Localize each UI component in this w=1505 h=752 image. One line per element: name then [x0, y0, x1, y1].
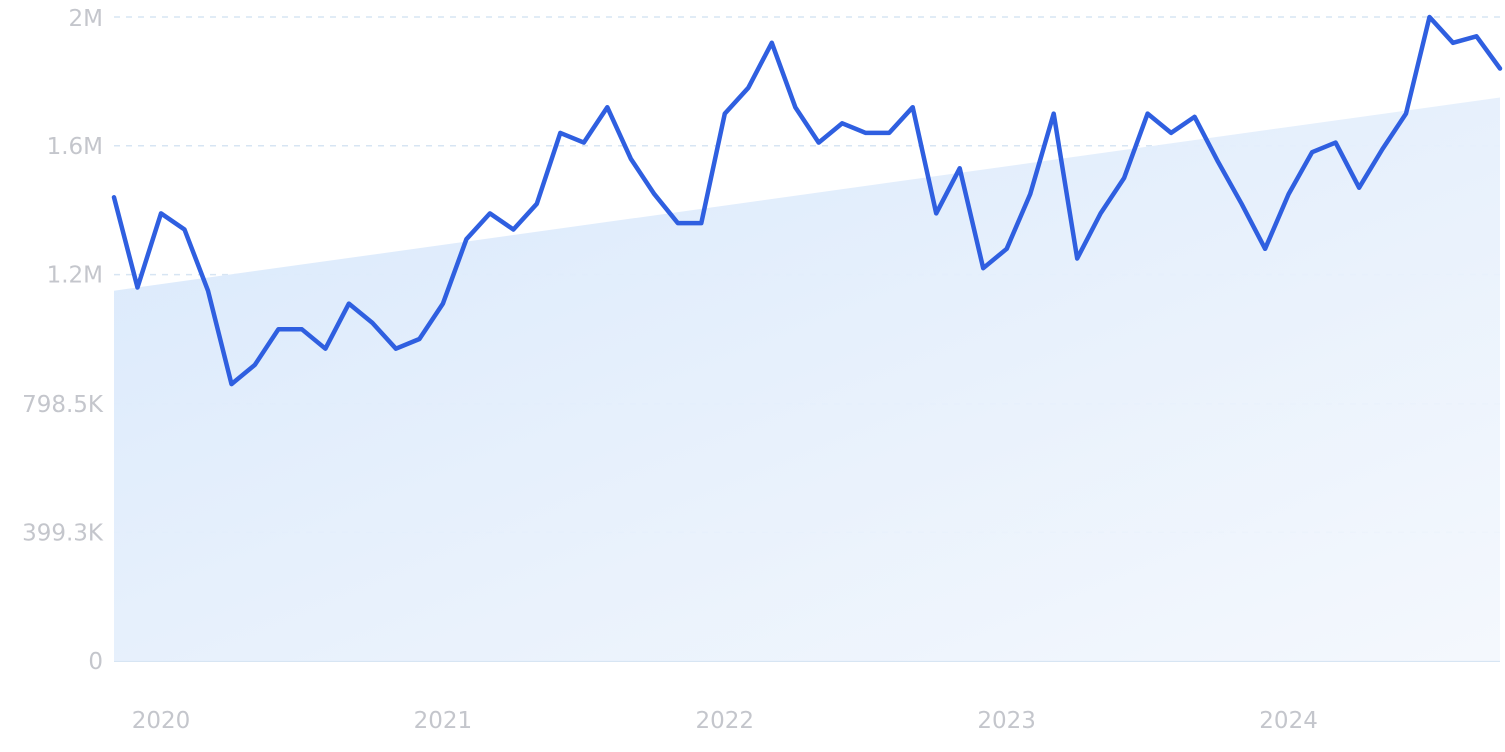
y-tick-label: 1.6M	[47, 134, 103, 160]
y-tick-label: 2M	[69, 6, 103, 32]
series-line	[111, 14, 1503, 387]
y-tick-label: 1.2M	[47, 263, 103, 289]
y-tick-label: 0	[88, 649, 103, 675]
series-layer	[111, 14, 1503, 387]
x-tick-label: 2020	[132, 708, 191, 734]
x-tick-label: 2022	[696, 708, 755, 734]
trend-area	[114, 97, 1500, 661]
y-tick-label: 399.3K	[22, 520, 104, 546]
y-axis: 0 399.3K 798.5K 1.2M 1.6M 2M	[22, 6, 104, 675]
x-tick-label: 2023	[977, 708, 1036, 734]
y-tick-label: 798.5K	[22, 392, 104, 418]
x-tick-label: 2021	[414, 708, 473, 734]
trend-area-layer	[114, 97, 1500, 661]
x-axis: 2020 2021 2022 2023 2024	[132, 708, 1318, 734]
x-tick-label: 2024	[1259, 708, 1318, 734]
